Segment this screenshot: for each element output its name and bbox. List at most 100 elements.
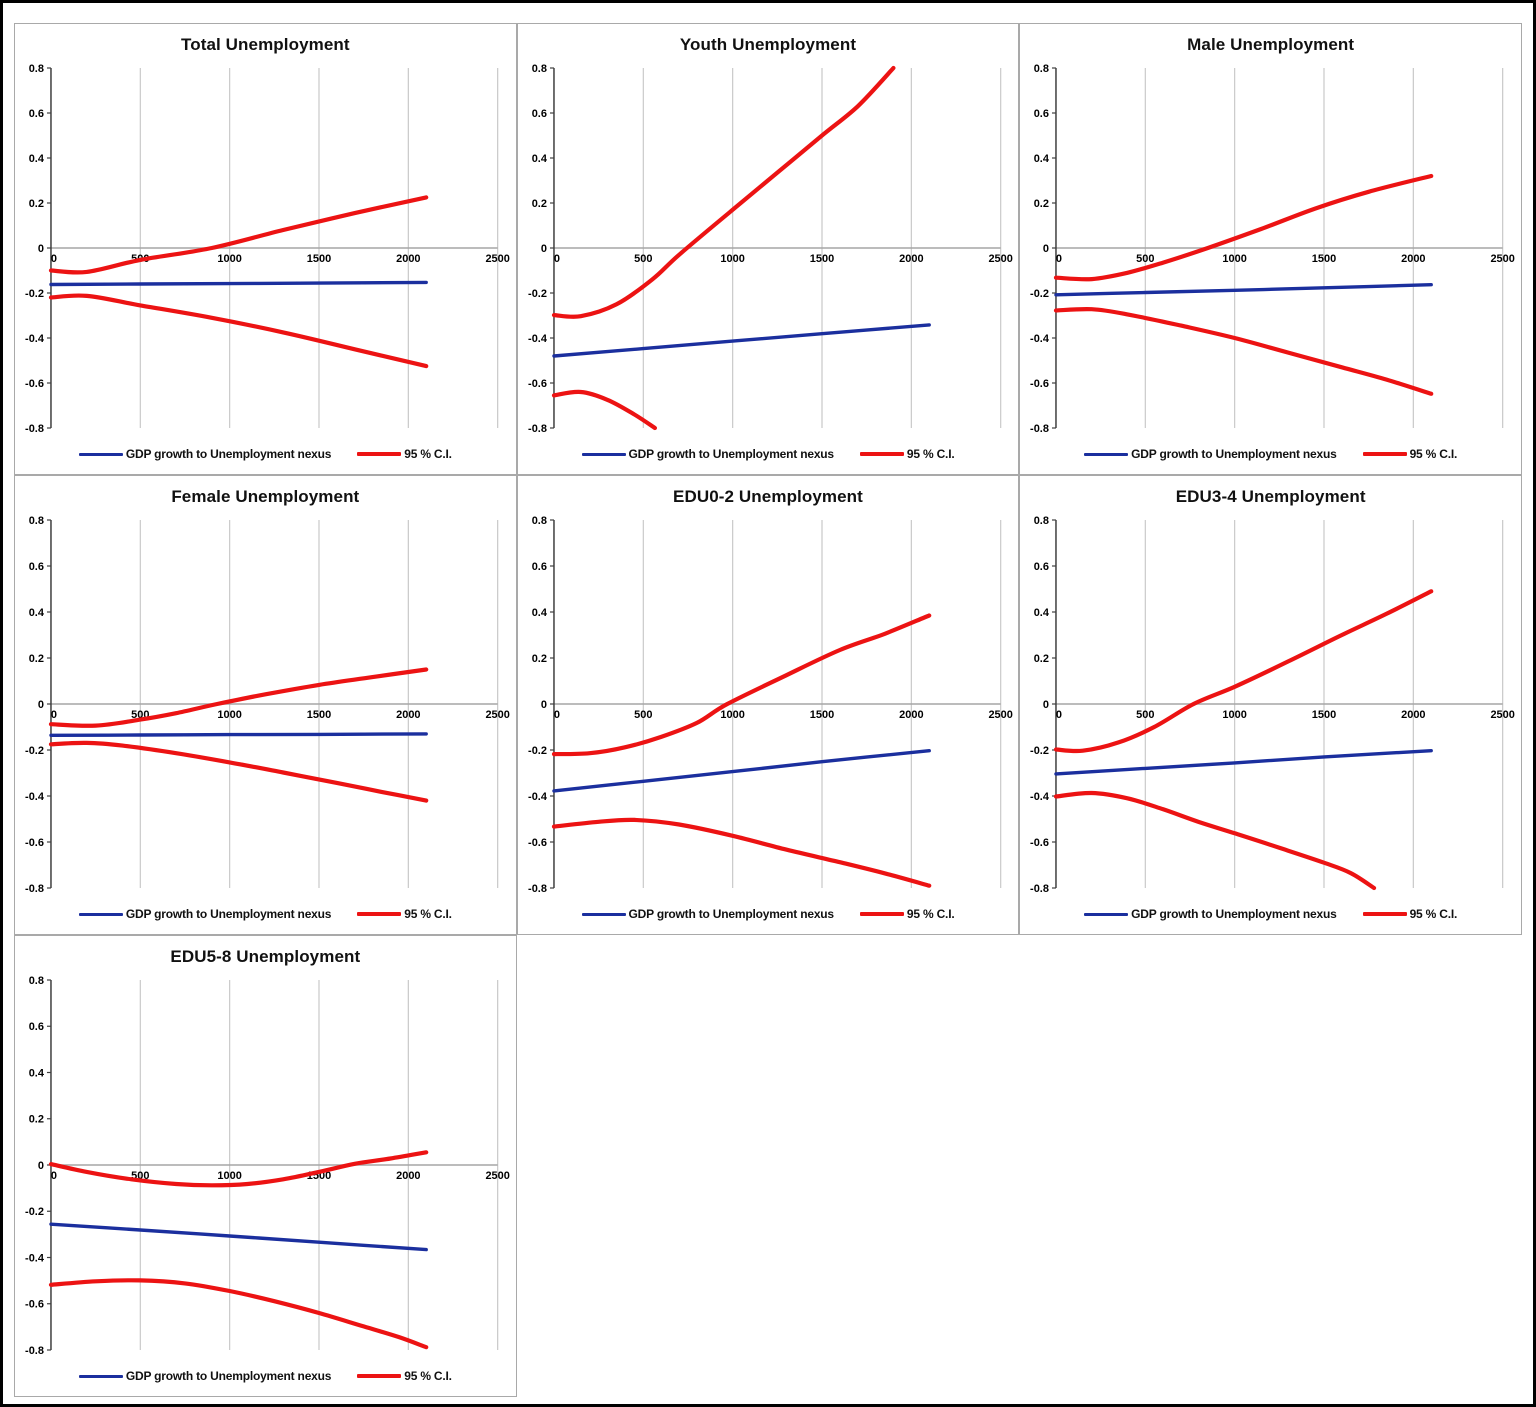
- x-tick-labels: 0 500 1000 1500 2000 2500: [51, 709, 510, 721]
- svg-text:2000: 2000: [396, 253, 420, 265]
- ci-legend-line-icon: [357, 452, 402, 456]
- svg-text:0.4: 0.4: [531, 153, 547, 165]
- svg-text:-0.4: -0.4: [25, 333, 45, 345]
- svg-text:-0.2: -0.2: [25, 1206, 44, 1218]
- svg-text:-0.8: -0.8: [25, 883, 44, 895]
- ci-lower-line: [551, 817, 931, 888]
- svg-text:0: 0: [38, 699, 44, 711]
- legend-label: GDP growth to Unemployment nexus: [125, 1369, 332, 1383]
- ci-upper-line: [551, 65, 896, 319]
- svg-text:0.2: 0.2: [1034, 198, 1049, 210]
- svg-text:0: 0: [51, 709, 57, 721]
- svg-text:-0.4: -0.4: [528, 333, 548, 345]
- legend-item-nexus: GDP growth to Unemployment nexus: [1084, 907, 1337, 921]
- chart-title: EDU5-8 Unemployment: [170, 947, 361, 966]
- legend-item-ci: 95 % C.I.: [859, 447, 955, 461]
- nexus-legend-line-icon: [78, 1374, 123, 1378]
- chart-title: Female Unemployment: [171, 487, 360, 506]
- x-tick-labels: 0 500 1000 1500 2000 2500: [554, 709, 1013, 721]
- svg-text:500: 500: [634, 253, 652, 265]
- legend-item-nexus: GDP growth to Unemployment nexus: [1084, 447, 1337, 461]
- svg-text:0.6: 0.6: [531, 108, 546, 120]
- svg-text:-0.8: -0.8: [1030, 423, 1049, 435]
- nexus-legend-line-icon: [78, 452, 123, 456]
- svg-text:0: 0: [541, 699, 547, 711]
- ci-lower-line: [48, 1278, 429, 1350]
- nexus-legend-line-icon: [1084, 452, 1129, 456]
- svg-text:0.8: 0.8: [531, 515, 546, 527]
- panel-youth-unemployment: Youth Unemployment 0.8 0.6 0.4 0.2 0 -0.2 -0.4…: [516, 23, 1020, 475]
- legend-label: 95 % C.I.: [404, 447, 452, 461]
- svg-text:1000: 1000: [1223, 253, 1247, 265]
- svg-text:1000: 1000: [217, 1170, 241, 1182]
- legend-item-nexus: GDP growth to Unemployment nexus: [78, 907, 331, 921]
- y-tick-labels: 0.8 0.6 0.4 0.2 0 -0.2 -0.4 -0.6 -0.8: [25, 63, 45, 435]
- ci-upper-line: [551, 613, 931, 757]
- svg-text:-0.2: -0.2: [25, 745, 44, 757]
- svg-text:0.6: 0.6: [29, 108, 44, 120]
- svg-text:2500: 2500: [485, 1170, 509, 1182]
- x-tick-labels: 0 500 1000 1500 2000 2500: [554, 253, 1013, 265]
- svg-text:1500: 1500: [1312, 709, 1336, 721]
- chart-legend: GDP growth to Unemployment nexus 95 % C.…: [15, 1362, 516, 1396]
- ci-legend-line-icon: [357, 912, 402, 916]
- svg-text:-0.6: -0.6: [25, 378, 44, 390]
- svg-text:0.2: 0.2: [29, 198, 44, 210]
- nexus-line: [49, 1222, 428, 1252]
- svg-text:0: 0: [554, 709, 560, 721]
- svg-text:0: 0: [541, 243, 547, 255]
- svg-text:-0.6: -0.6: [1030, 837, 1049, 849]
- ci-upper-line: [48, 1150, 429, 1188]
- svg-text:0.6: 0.6: [1034, 561, 1049, 573]
- svg-text:-0.4: -0.4: [1030, 791, 1050, 803]
- svg-text:2000: 2000: [899, 253, 923, 265]
- chart-canvas: 0.8 0.6 0.4 0.2 0 -0.2 -0.4 -0.6 -0.8 0 500 1000 150…: [1030, 63, 1515, 435]
- ci-legend-line-icon: [1362, 912, 1407, 916]
- panel-female-unemployment: Female Unemployment 0.8 0.6 0.4 0.2 0 -0.2 -0.…: [14, 475, 517, 935]
- svg-text:-0.2: -0.2: [528, 745, 547, 757]
- panel-edu3-4-unemployment: EDU3-4 Unemployment 0.8 0.6 0.4 0.2 0 -0.2 -0.…: [1019, 475, 1522, 935]
- nexus-legend-line-icon: [78, 912, 123, 916]
- svg-text:-0.6: -0.6: [528, 378, 547, 390]
- ci-upper-line: [48, 667, 429, 728]
- ci-legend-line-icon: [859, 912, 904, 916]
- svg-text:0: 0: [1056, 253, 1062, 265]
- chart-legend: GDP growth to Unemployment nexus 95 % C.…: [1020, 440, 1521, 474]
- nexus-line: [551, 749, 931, 793]
- svg-text:0.8: 0.8: [1034, 63, 1049, 75]
- chart-title: EDU0-2 Unemployment: [673, 487, 863, 506]
- panel-male-unemployment: Male Unemployment 0.8 0.6 0.4 0.2 0 -0.2 -0.4 -…: [1019, 23, 1522, 475]
- chart-legend: GDP growth to Unemployment nexus 95 % C.…: [15, 440, 516, 474]
- svg-text:-0.6: -0.6: [1030, 378, 1049, 390]
- svg-text:1000: 1000: [217, 709, 241, 721]
- legend-item-ci: 95 % C.I.: [357, 1369, 452, 1383]
- svg-text:1000: 1000: [217, 253, 241, 265]
- y-tick-labels: 0.8 0.6 0.4 0.2 0 -0.2 -0.4 -0.6 -0.8: [25, 975, 45, 1357]
- svg-text:0.8: 0.8: [1034, 515, 1049, 527]
- legend-item-ci: 95 % C.I.: [357, 907, 452, 921]
- ci-legend-line-icon: [859, 452, 904, 456]
- nexus-line: [551, 323, 931, 358]
- ci-lower-line: [48, 740, 429, 803]
- svg-text:2500: 2500: [1491, 253, 1515, 265]
- ci-upper-line: [1054, 589, 1434, 754]
- y-tick-labels: 0.8 0.6 0.4 0.2 0 -0.2 -0.4 -0.6 -0.8: [1030, 63, 1050, 435]
- svg-text:0.8: 0.8: [29, 975, 44, 987]
- svg-text:0.6: 0.6: [1034, 108, 1049, 120]
- legend-label: 95 % C.I.: [906, 907, 955, 921]
- svg-text:-0.2: -0.2: [25, 288, 44, 300]
- chart-title: Total Unemployment: [180, 35, 350, 54]
- svg-text:0.2: 0.2: [29, 653, 44, 665]
- legend-item-nexus: GDP growth to Unemployment nexus: [581, 907, 834, 921]
- chart-legend: GDP growth to Unemployment nexus 95 % C.…: [1020, 900, 1521, 934]
- svg-text:0.6: 0.6: [29, 1021, 44, 1033]
- svg-text:1000: 1000: [720, 253, 744, 265]
- svg-text:0: 0: [38, 1160, 44, 1172]
- svg-text:0: 0: [554, 253, 560, 265]
- svg-text:0.8: 0.8: [29, 515, 44, 527]
- svg-text:-0.2: -0.2: [1030, 745, 1049, 757]
- svg-text:0.2: 0.2: [531, 653, 546, 665]
- svg-text:1500: 1500: [809, 253, 833, 265]
- svg-text:2000: 2000: [1401, 253, 1425, 265]
